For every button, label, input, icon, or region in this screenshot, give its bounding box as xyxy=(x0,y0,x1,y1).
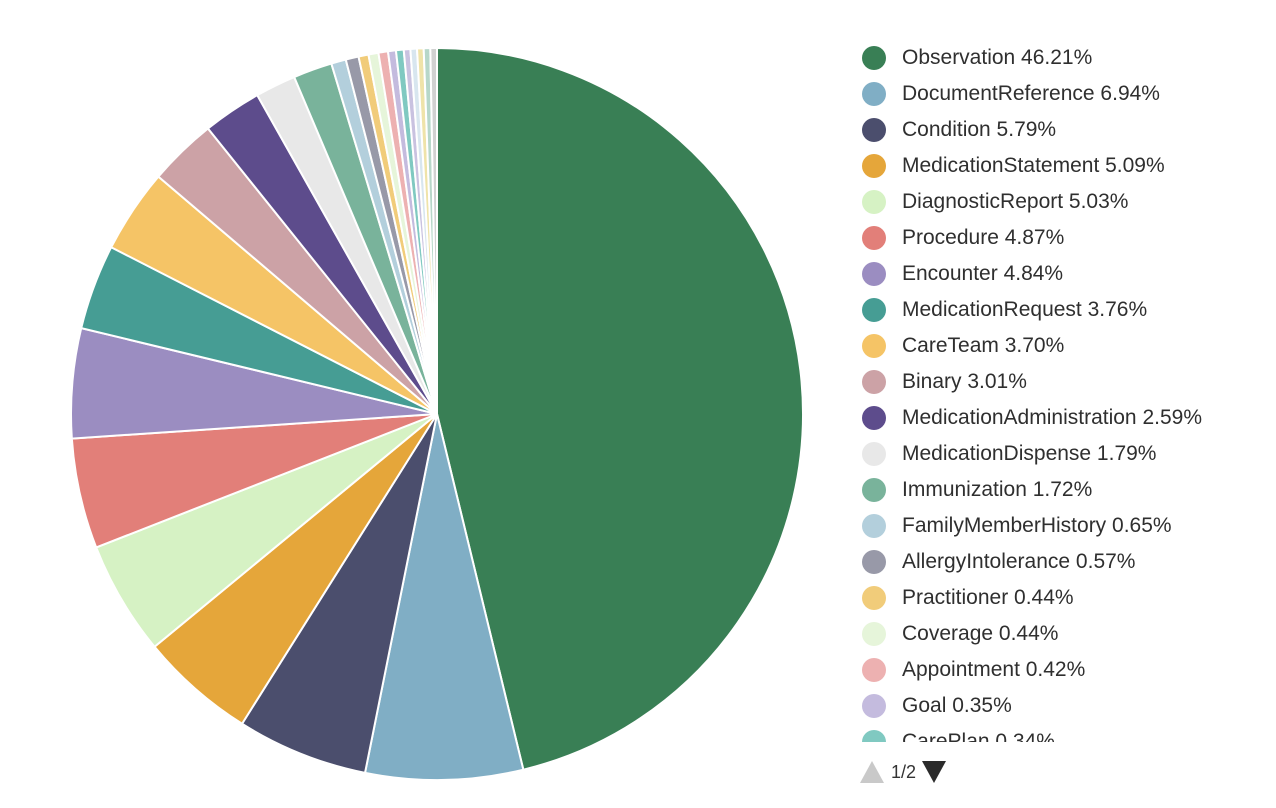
legend-label: MedicationAdministration 2.59% xyxy=(902,406,1202,429)
legend-item-careteam[interactable]: CareTeam 3.70% xyxy=(862,328,1064,364)
pie-slice-other[interactable] xyxy=(429,46,438,415)
legend-item-goal[interactable]: Goal 0.35% xyxy=(862,688,1012,724)
legend-item-allergyintolerance[interactable]: AllergyIntolerance 0.57% xyxy=(862,544,1135,580)
pie-plot-area xyxy=(70,46,804,781)
legend-swatch xyxy=(862,658,886,682)
triangle-up-icon[interactable] xyxy=(860,761,884,783)
legend-label: DocumentReference 6.94% xyxy=(902,82,1160,105)
legend-swatch xyxy=(862,118,886,142)
legend-label: Immunization 1.72% xyxy=(902,478,1093,501)
legend-swatch xyxy=(862,262,886,286)
legend-label: AllergyIntolerance 0.57% xyxy=(902,550,1136,573)
legend-swatch xyxy=(862,82,886,106)
legend-label: MedicationStatement 5.09% xyxy=(902,154,1165,177)
legend-swatch xyxy=(862,622,886,646)
legend-label: MedicationRequest 3.76% xyxy=(902,298,1148,321)
legend-label: Coverage 0.44% xyxy=(902,622,1059,645)
legend-swatch xyxy=(862,46,886,70)
legend-swatch xyxy=(862,478,886,502)
legend-swatch xyxy=(862,442,886,466)
pie-slice-condition[interactable] xyxy=(240,413,438,775)
legend-item-documentreference[interactable]: DocumentReference 6.94% xyxy=(862,76,1160,112)
pie-slice-documentreference[interactable] xyxy=(363,413,525,781)
legend-swatch xyxy=(862,334,886,358)
legend-page-indicator: 1/2 xyxy=(891,761,917,782)
legend-swatch xyxy=(862,694,886,718)
legend-swatch xyxy=(862,154,886,178)
legend-swatch xyxy=(862,514,886,538)
legend-swatch xyxy=(862,298,886,322)
legend-label: FamilyMemberHistory 0.65% xyxy=(902,514,1172,537)
legend-swatch xyxy=(862,586,886,610)
legend-item-encounter[interactable]: Encounter 4.84% xyxy=(862,256,1063,292)
legend-label: Procedure 4.87% xyxy=(902,226,1065,249)
legend-label: Goal 0.35% xyxy=(902,694,1012,717)
legend-swatch xyxy=(862,406,886,430)
legend-swatch xyxy=(862,730,886,742)
legend-item-condition[interactable]: Condition 5.79% xyxy=(862,112,1056,148)
legend-swatch xyxy=(862,370,886,394)
legend-item-immunization[interactable]: Immunization 1.72% xyxy=(862,472,1092,508)
legend-label: CarePlan 0.34% xyxy=(902,730,1055,742)
legend-item-procedure[interactable]: Procedure 4.87% xyxy=(862,220,1064,256)
legend-label: Practitioner 0.44% xyxy=(902,586,1074,609)
legend-item-coverage[interactable]: Coverage 0.44% xyxy=(862,616,1058,652)
legend-item-appointment[interactable]: Appointment 0.42% xyxy=(862,652,1085,688)
legend-item-familymemberhistory[interactable]: FamilyMemberHistory 0.65% xyxy=(862,508,1172,544)
legend-item-medicationstatement[interactable]: MedicationStatement 5.09% xyxy=(862,148,1165,184)
pie-slice-observation[interactable] xyxy=(436,46,804,771)
legend-label: CareTeam 3.70% xyxy=(902,334,1065,357)
legend-swatch xyxy=(862,226,886,250)
legend-swatch xyxy=(862,550,886,574)
legend-item-observation[interactable]: Observation 46.21% xyxy=(862,40,1092,76)
legend-item-binary[interactable]: Binary 3.01% xyxy=(862,364,1027,400)
triangle-down-icon[interactable] xyxy=(922,761,947,783)
legend-item-medicationdispense[interactable]: MedicationDispense 1.79% xyxy=(862,436,1156,472)
legend-swatch xyxy=(862,190,886,214)
legend-label: Appointment 0.42% xyxy=(902,658,1086,681)
legend-item-medicationrequest[interactable]: MedicationRequest 3.76% xyxy=(862,292,1147,328)
legend-item-careplan[interactable]: CarePlan 0.34% xyxy=(862,724,1055,742)
legend-item-practitioner[interactable]: Practitioner 0.44% xyxy=(862,580,1074,616)
legend-label: Binary 3.01% xyxy=(902,370,1027,393)
legend-label: DiagnosticReport 5.03% xyxy=(902,190,1129,213)
legend-item-medicationadministration[interactable]: MedicationAdministration 2.59% xyxy=(862,400,1202,436)
legend-label: Observation 46.21% xyxy=(902,46,1093,69)
legend-label: MedicationDispense 1.79% xyxy=(902,442,1157,465)
legend-label: Condition 5.79% xyxy=(902,118,1057,141)
legend: Observation 46.21% DocumentReference 6.94… xyxy=(862,40,1272,742)
legend-label: Encounter 4.84% xyxy=(902,262,1064,285)
legend-pager: 1/2 xyxy=(860,758,947,786)
legend-item-diagnosticreport[interactable]: DiagnosticReport 5.03% xyxy=(862,184,1128,220)
